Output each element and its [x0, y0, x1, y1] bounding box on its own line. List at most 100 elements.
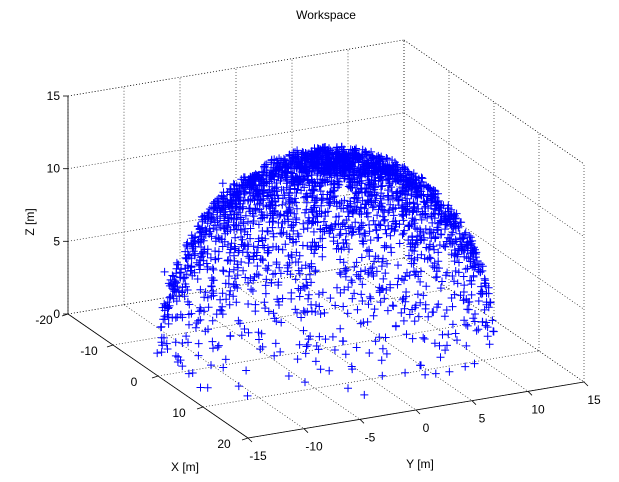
- x-tick-mark: [151, 375, 159, 379]
- data-point-marker: [226, 286, 235, 295]
- data-point-marker: [467, 290, 476, 299]
- data-point-marker: [229, 265, 238, 274]
- data-point-marker: [451, 267, 460, 275]
- data-point-marker: [315, 302, 324, 311]
- data-point-marker: [260, 213, 269, 222]
- data-point-marker: [350, 194, 359, 203]
- data-point-marker: [385, 181, 393, 190]
- data-point-marker: [441, 220, 450, 229]
- data-point-marker: [271, 201, 280, 210]
- data-point-marker: [237, 331, 246, 340]
- data-point-marker: [315, 332, 324, 341]
- data-point-marker: [291, 218, 300, 227]
- data-point-marker: [335, 268, 344, 277]
- data-point-marker: [463, 238, 472, 247]
- data-point-marker: [373, 211, 382, 220]
- data-point-marker: [366, 264, 375, 273]
- data-point-marker: [283, 267, 292, 276]
- data-point-marker: [388, 301, 397, 310]
- data-point-marker: [265, 202, 273, 210]
- data-point-marker: [346, 202, 355, 211]
- data-point-marker: [248, 179, 257, 188]
- data-point-marker: [466, 257, 475, 266]
- data-point-marker: [383, 154, 392, 163]
- data-point-marker: [171, 313, 180, 322]
- data-point-marker: [435, 218, 444, 227]
- data-point-marker: [460, 316, 469, 325]
- data-point-marker: [346, 178, 355, 187]
- data-point-marker: [208, 287, 217, 295]
- data-point-marker: [366, 184, 375, 193]
- y-tick-label: 5: [479, 412, 486, 426]
- data-point-marker: [342, 239, 351, 248]
- data-point-marker: [402, 179, 411, 188]
- data-point-marker: [463, 321, 472, 330]
- data-point-marker: [346, 177, 355, 186]
- data-point-marker: [263, 243, 272, 252]
- data-point-marker: [387, 248, 396, 257]
- data-point-marker: [200, 293, 209, 302]
- data-point-marker: [455, 229, 464, 238]
- data-point-marker: [295, 292, 304, 301]
- data-point-marker: [221, 229, 230, 238]
- data-point-marker: [319, 217, 328, 226]
- data-point-marker: [331, 301, 340, 310]
- data-point-marker: [255, 335, 263, 344]
- data-point-marker: [427, 194, 436, 203]
- data-point-marker: [401, 368, 410, 377]
- data-point-marker: [395, 220, 404, 229]
- data-point-marker: [397, 308, 406, 317]
- data-point-marker: [178, 287, 187, 296]
- data-point-marker: [434, 248, 443, 257]
- data-point-marker: [353, 180, 362, 189]
- data-point-marker: [277, 318, 286, 327]
- box-edge-top-side: [403, 39, 585, 165]
- data-point-marker: [360, 390, 369, 399]
- data-point-marker: [346, 165, 355, 174]
- data-point-marker: [443, 268, 452, 277]
- data-point-marker: [345, 245, 353, 254]
- data-point-marker: [326, 294, 335, 303]
- data-point-marker: [308, 217, 317, 226]
- data-point-marker: [237, 258, 246, 266]
- data-point-marker: [364, 270, 373, 279]
- data-point-marker: [221, 355, 230, 364]
- data-point-marker: [229, 196, 238, 204]
- data-point-marker: [405, 221, 414, 230]
- data-point-marker: [292, 198, 300, 207]
- data-point-marker: [299, 306, 308, 315]
- data-point-marker: [340, 163, 349, 172]
- data-point-marker: [413, 200, 422, 209]
- data-point-marker: [218, 289, 227, 298]
- data-point-marker: [377, 172, 386, 181]
- data-point-marker: [272, 179, 281, 187]
- data-point-marker: [408, 214, 417, 223]
- data-point-marker: [221, 205, 230, 214]
- data-point-marker: [398, 275, 406, 283]
- data-point-marker: [394, 261, 402, 270]
- data-point-marker: [237, 181, 246, 190]
- data-point-marker: [304, 335, 313, 344]
- gridline-floor-y: [179, 295, 361, 420]
- data-point-marker: [355, 230, 364, 239]
- data-point-marker: [339, 302, 348, 311]
- data-point-marker: [372, 267, 381, 276]
- data-point-marker: [157, 348, 166, 357]
- data-point-marker: [397, 189, 405, 198]
- data-point-marker: [305, 270, 314, 279]
- data-point-marker: [318, 243, 327, 252]
- data-point-marker: [401, 190, 410, 199]
- data-point-marker: [276, 229, 285, 238]
- data-point-marker: [450, 257, 459, 266]
- data-point-marker: [174, 260, 183, 269]
- data-point-marker: [314, 241, 323, 250]
- data-point-marker: [241, 211, 250, 220]
- data-point-marker: [381, 269, 390, 278]
- data-point-marker: [261, 289, 270, 298]
- z-tick-label: 10: [47, 162, 61, 176]
- data-point-marker: [168, 271, 177, 280]
- data-point-marker: [192, 319, 201, 327]
- data-point-marker: [250, 181, 258, 190]
- data-point-marker: [242, 366, 251, 375]
- data-point-marker: [369, 170, 377, 179]
